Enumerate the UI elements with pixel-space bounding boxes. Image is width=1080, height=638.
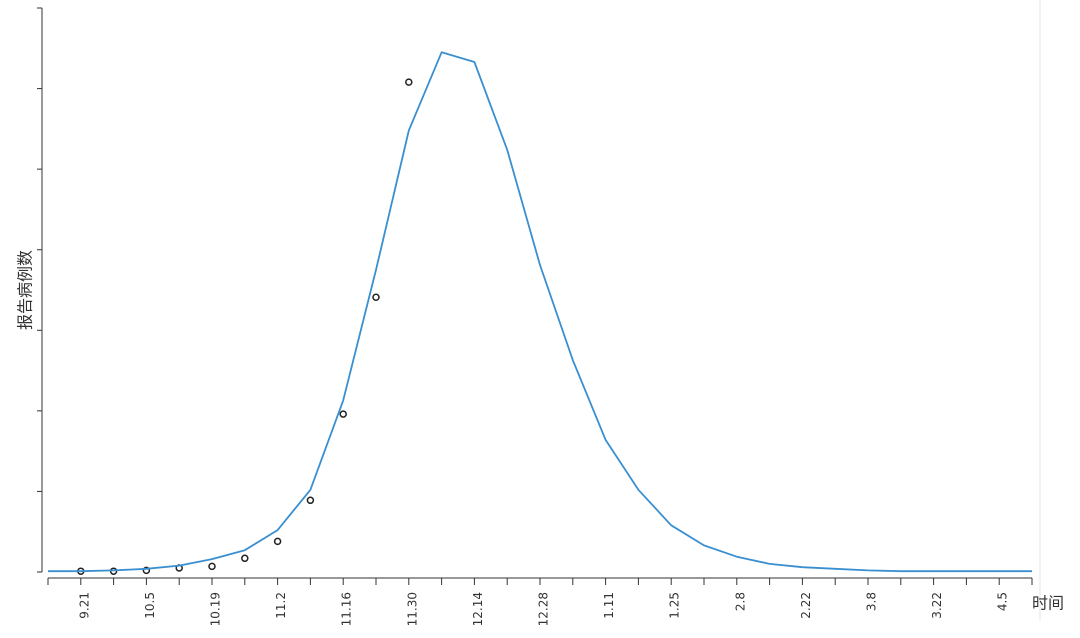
x-tick-label: 12.28 xyxy=(537,592,551,626)
x-tick-label: 1.25 xyxy=(668,592,682,619)
x-axis-label: 时间 xyxy=(1032,594,1064,613)
data-point xyxy=(208,562,216,571)
x-tick-label: 11.2 xyxy=(274,592,288,619)
data-point xyxy=(339,410,347,418)
x-tick-label: 11.30 xyxy=(405,592,419,626)
x-tick-label: 2.8 xyxy=(733,592,747,611)
y-axis-label: 报告病例数 xyxy=(16,250,35,330)
data-point xyxy=(273,537,282,546)
x-tick-label: 11.16 xyxy=(340,592,354,626)
x-tick-label: 3.22 xyxy=(930,592,944,619)
data-point xyxy=(306,496,315,505)
x-tick-label: 12.14 xyxy=(471,592,485,626)
x-tick-label: 2.22 xyxy=(799,592,813,619)
fit-curve xyxy=(48,51,1032,573)
x-tick-label: 1.11 xyxy=(602,592,616,619)
data-point xyxy=(142,566,151,575)
x-tick-label: 3.8 xyxy=(865,592,879,611)
data-point xyxy=(405,78,413,86)
data-point xyxy=(241,554,249,563)
data-point xyxy=(372,293,380,302)
x-tick-label: 4.5 xyxy=(996,592,1010,611)
x-tick-label: 10.5 xyxy=(143,592,157,619)
x-tick-label: 10.19 xyxy=(209,592,223,626)
x-tick-label: 9.21 xyxy=(77,592,91,619)
